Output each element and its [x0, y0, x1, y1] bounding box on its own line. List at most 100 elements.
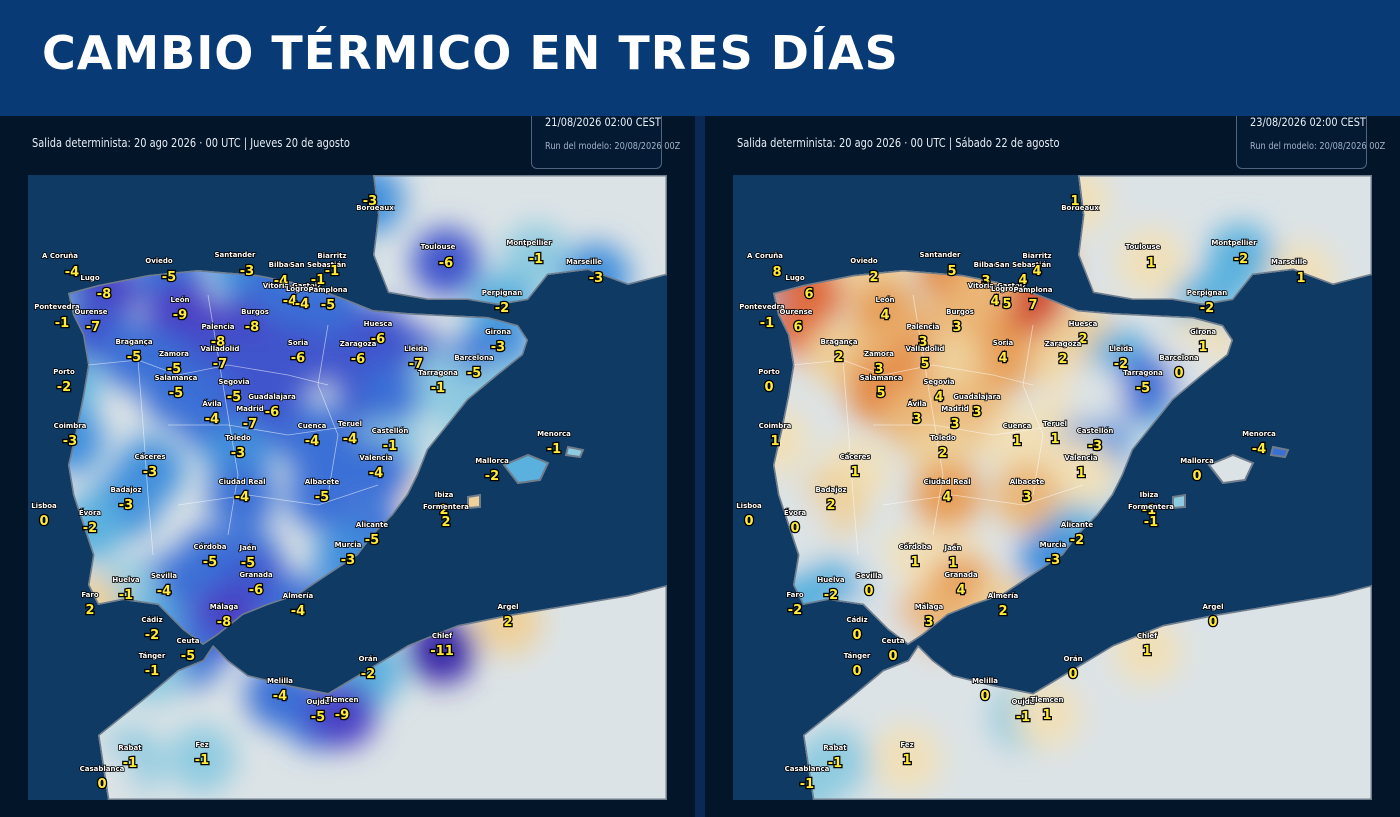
temperature-change-jaen: 1	[948, 556, 957, 571]
page-title: CAMBIO TÉRMICO EN TRES DÍAS	[42, 26, 899, 80]
city-name-castellon: Castellón	[372, 427, 409, 435]
city-name-pontevedra: Pontevedra	[34, 303, 80, 311]
city-name-ceuta: Ceuta	[177, 637, 200, 645]
temperature-change-teruel: -4	[343, 432, 357, 447]
temperature-change-toledo: -3	[231, 446, 245, 461]
temperature-change-cadiz: 0	[852, 628, 861, 643]
temperature-change-zaragoza: -6	[351, 352, 365, 367]
temperature-change-casablanca: -1	[800, 777, 814, 792]
city-name-bilbao: Bilbao	[974, 261, 999, 269]
temperature-change-evora: 0	[790, 521, 799, 536]
city-name-ourense: Ourense	[779, 308, 812, 316]
city-name-albacete: Albacete	[305, 478, 340, 486]
model-run: Run del modelo: 20/08/2026 00Z	[1250, 141, 1386, 152]
city-name-salamanca: Salamanca	[155, 374, 198, 382]
city-name-coimbra: Coimbra	[54, 422, 87, 430]
temperature-change-bordeaux: -3	[363, 194, 377, 209]
temperature-change-cordoba: -5	[203, 555, 217, 570]
temperature-change-toulouse: -6	[439, 256, 453, 271]
temperature-change-sevilla: -4	[157, 584, 171, 599]
temperature-change-faro: 2	[85, 603, 94, 618]
temperature-change-sevilla: 0	[864, 584, 873, 599]
temperature-change-zaragoza: 2	[1058, 352, 1067, 367]
city-name-santander: Santander	[919, 251, 961, 259]
city-name-biarritz: Biarritz	[317, 252, 346, 260]
city-name-montpellier: Montpellier	[1211, 239, 1257, 247]
value-blob	[983, 406, 1051, 474]
city-name-toledo: Toledo	[930, 434, 956, 442]
temperature-change-vitoria: -4	[283, 294, 297, 309]
temperature-change-perpignan: -2	[1200, 301, 1214, 316]
city-name-salamanca: Salamanca	[860, 374, 903, 382]
city-name-santander: Santander	[214, 251, 256, 259]
island-menorca	[564, 445, 585, 459]
city-name-segovia: Segovia	[218, 378, 250, 386]
value-blob	[993, 462, 1061, 530]
temperature-change-huesca: -6	[371, 332, 385, 347]
temperature-change-melilla: -4	[273, 689, 287, 704]
city-name-almeria: Almería	[283, 592, 314, 600]
city-name-tlemcen: Tlemcen	[325, 696, 358, 704]
temperature-change-albacete: 3	[1022, 490, 1031, 505]
panel-day1: Salida determinista: 20 ago 2026 · 00 UT…	[0, 106, 695, 817]
temperature-change-lisboa: 0	[744, 514, 753, 529]
temperature-change-zamora: -5	[167, 362, 181, 377]
region-border	[168, 424, 359, 436]
value-blob	[168, 725, 236, 793]
city-name-badajoz: Badajoz	[815, 486, 846, 494]
city-name-burgos: Burgos	[946, 308, 974, 316]
city-name-fez: Fez	[900, 741, 913, 749]
temperature-change-segovia: 4	[934, 390, 943, 405]
region-border	[882, 484, 1084, 506]
city-name-granada: Granada	[944, 571, 978, 579]
value-blob	[1078, 175, 1109, 234]
temperature-change-madrid: 3	[950, 417, 959, 432]
city-name-oran: Orán	[358, 655, 377, 663]
island-menorca	[1269, 445, 1290, 459]
city-name-ourense: Ourense	[74, 308, 107, 316]
temperature-change-palencia: -8	[211, 335, 225, 350]
temperature-change-caceres: 1	[850, 465, 859, 480]
city-name-marseille: Marseille	[566, 258, 602, 266]
temperature-change-badajoz: -3	[119, 498, 133, 513]
city-name-cadiz: Cádiz	[846, 616, 867, 624]
city-name-melilla: Melilla	[972, 677, 998, 685]
city-name-teruel: Teruel	[338, 420, 362, 428]
temperature-change-valencia: -4	[369, 466, 383, 481]
temperature-change-acoruna: 8	[772, 265, 781, 280]
city-name-logrono: Logroño	[286, 285, 319, 293]
value-blob	[278, 406, 346, 474]
temperature-change-madrid: -7	[243, 417, 257, 432]
city-name-huelva: Huelva	[817, 576, 845, 584]
temperature-change-toulouse: 1	[1146, 256, 1155, 271]
city-name-zamora: Zamora	[864, 350, 894, 358]
temperature-change-soria: 4	[998, 351, 1007, 366]
city-name-casablanca: Casablanca	[80, 765, 125, 773]
city-name-rabat: Rabat	[823, 744, 847, 752]
temperature-change-ibiza: 2	[439, 503, 448, 518]
city-name-burgos: Burgos	[241, 308, 269, 316]
city-name-granada: Granada	[239, 571, 273, 579]
temperature-change-ceuta: 0	[888, 649, 897, 664]
temperature-change-malaga: 3	[924, 615, 933, 630]
city-name-almeria: Almería	[988, 592, 1019, 600]
city-name-albacete: Albacete	[1010, 478, 1045, 486]
model-run: Run del modelo: 20/08/2026 00Z	[545, 141, 681, 152]
city-name-oujda: Oujda	[306, 698, 329, 706]
city-name-lleida: Lleida	[1109, 345, 1133, 353]
city-name-cordoba: Córdoba	[899, 543, 932, 551]
city-name-valencia: Valencia	[359, 454, 392, 462]
city-name-braganca: Bragança	[115, 338, 152, 346]
temperature-change-huelva: -2	[824, 588, 838, 603]
temperature-change-huesca: 2	[1078, 332, 1087, 347]
value-blob	[360, 364, 420, 424]
city-name-valladolid: Valladolid	[201, 345, 240, 353]
city-name-logrono: Logroño	[991, 285, 1024, 293]
region-border	[1022, 324, 1044, 496]
temperature-change-santander: -3	[240, 264, 254, 279]
city-name-caceres: Cáceres	[134, 453, 165, 461]
panel-subtitle: Salida determinista: 20 ago 2026 · 00 UT…	[737, 136, 1060, 150]
city-name-zaragoza: Zaragoza	[340, 340, 377, 348]
